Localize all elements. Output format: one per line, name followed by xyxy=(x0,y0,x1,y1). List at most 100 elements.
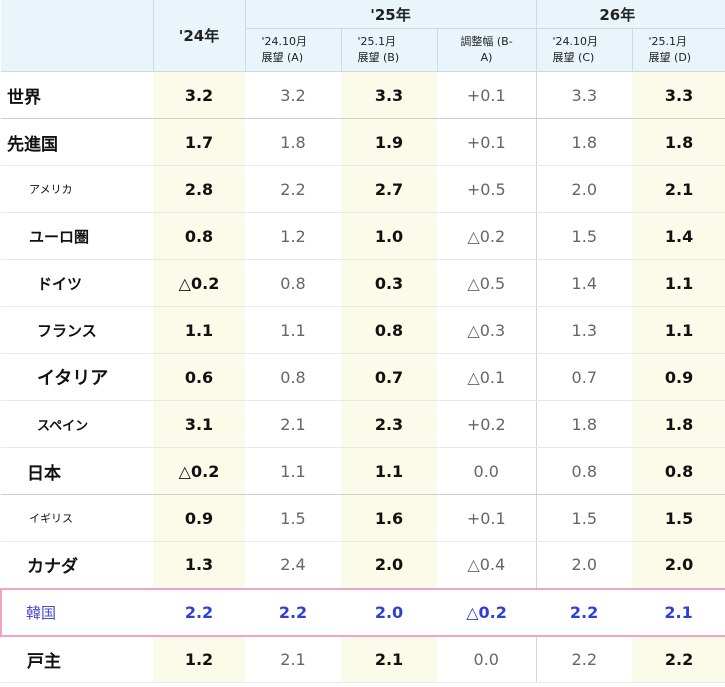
row-label: スペイン xyxy=(1,400,153,448)
cell-2024: 0.8 xyxy=(153,212,245,260)
row-label: 戸主 xyxy=(1,635,153,683)
cell-outlook-d: 3.3 xyxy=(632,71,725,119)
row-label: ユーロ圏 xyxy=(1,212,153,260)
cell-outlook-c: 1.5 xyxy=(535,494,633,542)
cell-2024: 1.1 xyxy=(153,306,245,354)
row-label: 韓国 xyxy=(0,587,153,637)
cell-adjustment: +0.1 xyxy=(437,71,537,119)
cell-outlook-d: 0.9 xyxy=(632,353,725,401)
cell-outlook-a: 2.2 xyxy=(245,587,341,637)
cell-outlook-c: 1.8 xyxy=(535,400,633,448)
row-label: 先進国 xyxy=(1,118,153,166)
cell-outlook-a: 2.1 xyxy=(245,635,341,683)
cell-outlook-b: 0.7 xyxy=(341,353,437,401)
row-label: イタリア xyxy=(1,353,153,401)
cell-outlook-c: 2.2 xyxy=(536,587,633,637)
cell-2024: 1.7 xyxy=(153,118,245,166)
cell-outlook-a: 1.5 xyxy=(245,494,341,542)
table-row-last: 戸主 1.2 2.1 2.1 0.0 2.2 2.2 xyxy=(1,635,725,683)
cell-outlook-a: 1.8 xyxy=(245,118,341,166)
cell-outlook-a: 2.2 xyxy=(245,165,341,213)
header-2025-jan-outlook: '25.1月 展望 (B) xyxy=(340,28,437,72)
row-label: カナダ xyxy=(1,541,153,589)
cell-outlook-c: 1.8 xyxy=(535,118,633,166)
cell-outlook-d: 2.2 xyxy=(632,635,725,683)
row-label: ドイツ xyxy=(1,259,153,307)
cell-outlook-c: 1.3 xyxy=(535,306,633,354)
cell-outlook-d: 1.5 xyxy=(632,494,725,542)
cell-2024: △0.2 xyxy=(153,447,245,495)
cell-outlook-b: 2.0 xyxy=(341,541,437,589)
cell-outlook-b: 1.9 xyxy=(341,118,437,166)
cell-outlook-b: 2.0 xyxy=(341,587,437,637)
header-2026: 26年 xyxy=(535,0,725,29)
table-row-germany: ドイツ △0.2 0.8 0.3 △0.5 1.4 1.1 xyxy=(1,259,725,307)
cell-outlook-c: 0.7 xyxy=(535,353,633,401)
row-label: イギリス xyxy=(1,494,153,542)
cell-outlook-d: 1.4 xyxy=(632,212,725,260)
row-label: 日本 xyxy=(1,447,153,495)
cell-outlook-b: 0.8 xyxy=(341,306,437,354)
cell-2024: 2.8 xyxy=(153,165,245,213)
cell-outlook-c: 0.8 xyxy=(535,447,633,495)
header-2025-oct-outlook: '24.10月 展望 (A) xyxy=(244,28,341,72)
cell-outlook-d: 1.8 xyxy=(632,118,725,166)
header-adjustment: 調整幅 (B- A) xyxy=(436,28,537,72)
row-label: アメリカ xyxy=(1,165,153,213)
cell-outlook-b: 1.1 xyxy=(341,447,437,495)
table-row-uk: イギリス 0.9 1.5 1.6 +0.1 1.5 1.5 xyxy=(1,494,725,542)
table-row-italy: イタリア 0.6 0.8 0.7 △0.1 0.7 0.9 xyxy=(1,353,725,401)
cell-outlook-b: 2.7 xyxy=(341,165,437,213)
cell-adjustment: 0.0 xyxy=(437,635,537,683)
cell-outlook-c: 3.3 xyxy=(535,71,633,119)
cell-outlook-a: 1.1 xyxy=(245,447,341,495)
cell-adjustment: +0.2 xyxy=(437,400,537,448)
header-2025: '25年 xyxy=(244,0,537,29)
table-row-spain: スペイン 3.1 2.1 2.3 +0.2 1.8 1.8 xyxy=(1,400,725,448)
cell-outlook-a: 0.8 xyxy=(245,259,341,307)
cell-2024: 1.2 xyxy=(153,635,245,683)
cell-outlook-d: 1.8 xyxy=(632,400,725,448)
cell-outlook-d: 2.1 xyxy=(632,165,725,213)
header-2026-jan-outlook: '25.1月 展望 (D) xyxy=(631,28,725,72)
cell-outlook-b: 1.6 xyxy=(341,494,437,542)
cell-adjustment: △0.1 xyxy=(437,353,537,401)
cell-outlook-a: 1.1 xyxy=(245,306,341,354)
cell-adjustment: △0.4 xyxy=(437,541,537,589)
cell-outlook-a: 1.2 xyxy=(245,212,341,260)
cell-adjustment: △0.3 xyxy=(437,306,537,354)
table-row-japan: 日本 △0.2 1.1 1.1 0.0 0.8 0.8 xyxy=(1,447,725,495)
cell-outlook-d: 1.1 xyxy=(632,259,725,307)
table-row-eurozone: ユーロ圏 0.8 1.2 1.0 △0.2 1.5 1.4 xyxy=(1,212,725,260)
cell-outlook-c: 2.0 xyxy=(535,541,633,589)
cell-adjustment: 0.0 xyxy=(437,447,537,495)
cell-adjustment: +0.1 xyxy=(437,118,537,166)
cell-adjustment: △0.5 xyxy=(437,259,537,307)
cell-outlook-c: 1.5 xyxy=(535,212,633,260)
cell-outlook-b: 2.1 xyxy=(341,635,437,683)
cell-outlook-a: 2.4 xyxy=(245,541,341,589)
cell-2024: 3.2 xyxy=(153,71,245,119)
cell-outlook-d: 2.1 xyxy=(632,587,725,637)
cell-2024: 3.1 xyxy=(153,400,245,448)
row-label: フランス xyxy=(1,306,153,354)
cell-adjustment: +0.5 xyxy=(437,165,537,213)
header-corner xyxy=(1,0,153,72)
cell-outlook-a: 2.1 xyxy=(245,400,341,448)
header-2026-oct-outlook: '24.10月 展望 (C) xyxy=(535,28,633,72)
cell-2024: 0.6 xyxy=(153,353,245,401)
cell-outlook-b: 3.3 xyxy=(341,71,437,119)
cell-outlook-c: 2.0 xyxy=(535,165,633,213)
cell-outlook-b: 1.0 xyxy=(341,212,437,260)
cell-outlook-d: 0.8 xyxy=(632,447,725,495)
cell-2024: 0.9 xyxy=(153,494,245,542)
header-2024: '24年 xyxy=(152,0,245,72)
table-row-advanced: 先進国 1.7 1.8 1.9 +0.1 1.8 1.8 xyxy=(1,118,725,166)
cell-outlook-d: 1.1 xyxy=(632,306,725,354)
table-row-korea: 韓国 2.2 2.2 2.0 △0.2 2.2 2.1 xyxy=(0,587,725,637)
cell-outlook-a: 0.8 xyxy=(245,353,341,401)
cell-outlook-a: 3.2 xyxy=(245,71,341,119)
cell-outlook-c: 1.4 xyxy=(535,259,633,307)
cell-adjustment: +0.1 xyxy=(437,494,537,542)
